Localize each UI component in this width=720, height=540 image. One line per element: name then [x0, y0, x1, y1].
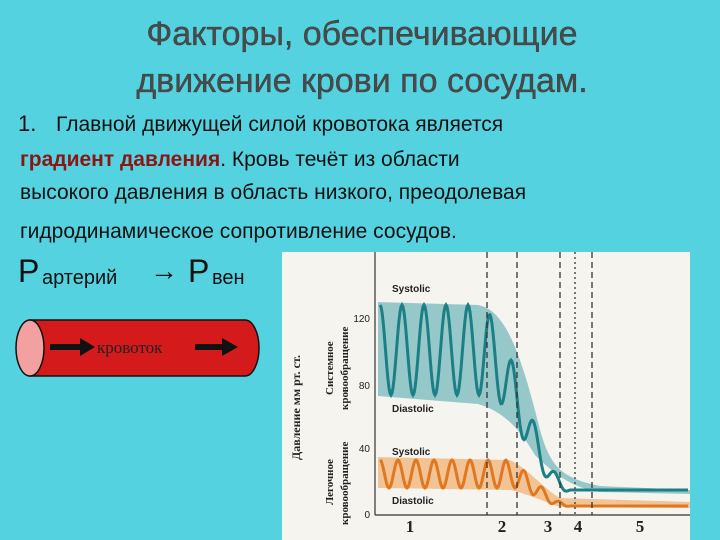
- paragraph-line: градиент давления. Кровь течёт из област…: [20, 148, 460, 171]
- vessel: кровоток: [15, 319, 260, 377]
- segment-number: 2: [498, 517, 507, 536]
- formula-p: Р: [188, 253, 209, 289]
- curve-label: Diastolic: [392, 496, 434, 507]
- title-line: движение крови по сосудам.: [136, 62, 587, 100]
- section-label: Легочное: [324, 459, 336, 505]
- formula-p: Р: [18, 253, 39, 289]
- title-line: Факторы, обеспечивающие: [146, 15, 577, 53]
- section-label: Системное: [324, 341, 336, 395]
- curve-label: Systolic: [392, 284, 431, 295]
- highlight: градиент давления: [20, 148, 220, 171]
- paragraph-rest: . Кровь течёт из области: [220, 148, 459, 171]
- y-tick-label: 40: [359, 444, 371, 455]
- paragraph-number: 1.: [18, 111, 36, 136]
- curve-label: Diastolic: [392, 404, 434, 415]
- paragraph-line: Главной движущей силой кровотока являетс…: [56, 113, 503, 136]
- segment-number: 4: [574, 517, 583, 536]
- figure: Давление мм рт. ст. Системное кровообращ…: [282, 252, 690, 540]
- y-axis-label: Давление мм рт. ст.: [289, 355, 303, 460]
- segment-number: 1: [406, 517, 415, 536]
- segment-number: 5: [636, 517, 645, 536]
- y-tick-label: 120: [353, 314, 370, 325]
- segment-number: 3: [544, 517, 553, 536]
- curve-label: Systolic: [392, 447, 431, 458]
- formula-arrow: →: [150, 255, 178, 286]
- section-label: кровообращение: [339, 326, 351, 410]
- y-tick-label: 0: [364, 510, 370, 521]
- paragraph-line: гидродинамическое сопротивление сосудов.: [20, 220, 457, 243]
- y-tick-label: 80: [359, 381, 371, 392]
- paragraph-line: высокого давления в область низкого, пре…: [20, 181, 526, 204]
- formula-sub: вен: [212, 267, 245, 289]
- formula-sub: артерий: [42, 267, 117, 289]
- vessel-label: кровоток: [97, 338, 163, 357]
- section-label: кровообращение: [339, 441, 351, 525]
